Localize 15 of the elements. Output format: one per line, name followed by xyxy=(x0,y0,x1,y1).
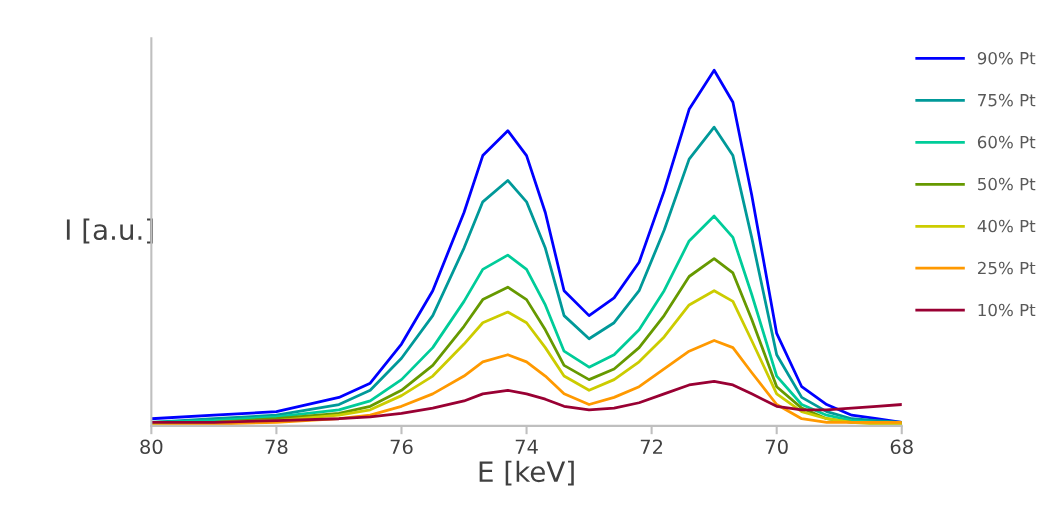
x-axis-title: E [keV] xyxy=(479,460,574,486)
legend-label: 60% Pt xyxy=(977,135,1036,149)
legend-label: 75% Pt xyxy=(978,93,1036,107)
legend-label: 50% Pt xyxy=(978,177,1036,191)
x-tick-label: 70 xyxy=(765,439,788,455)
x-tick-label: 80 xyxy=(140,439,163,455)
legend-label: 25% Pt xyxy=(977,261,1036,275)
x-tick-label: 76 xyxy=(390,439,413,455)
legend-label: 40% Pt xyxy=(977,219,1036,233)
legend-label: 90% Pt xyxy=(977,51,1036,65)
x-tick-label: 68 xyxy=(890,439,913,455)
x-tick-label: 72 xyxy=(640,439,663,454)
legend-label: 10% Pt xyxy=(978,303,1036,317)
x-tick-label: 78 xyxy=(265,439,288,455)
x-tick-label: 74 xyxy=(515,439,538,454)
